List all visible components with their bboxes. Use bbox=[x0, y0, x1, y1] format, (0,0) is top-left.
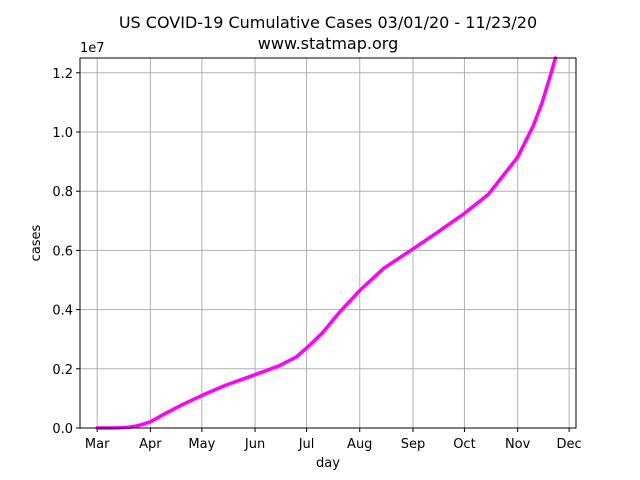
x-tick-label: Dec bbox=[557, 437, 582, 452]
axis-ticks: Mar Apr May Jun Jul Aug Sep Oct Nov Dec 0.0 0.2 0.4 0… bbox=[52, 67, 581, 452]
x-tick-label: Jun bbox=[244, 437, 265, 452]
y-tick-label: 0.6 bbox=[52, 244, 73, 259]
x-tick-label: Apr bbox=[139, 437, 162, 452]
series-group bbox=[95, 56, 558, 430]
x-tick-label: Sep bbox=[401, 437, 426, 452]
y-tick-label: 0.0 bbox=[52, 422, 73, 437]
x-axis-label: day bbox=[316, 456, 340, 471]
series-line bbox=[95, 56, 558, 430]
y-tick-label: 1.2 bbox=[52, 67, 73, 82]
chart-title: US COVID-19 Cumulative Cases 03/01/20 - … bbox=[119, 13, 537, 32]
x-tick-label: Oct bbox=[453, 437, 475, 452]
y-tick-label: 0.4 bbox=[52, 304, 73, 319]
y-offset-label: 1e7 bbox=[80, 41, 105, 56]
y-tick-label: 0.8 bbox=[52, 185, 73, 200]
x-tick-label: Mar bbox=[85, 437, 110, 452]
x-tick-label: Nov bbox=[505, 437, 531, 452]
y-tick-label: 0.2 bbox=[52, 363, 73, 378]
y-axis-label: cases bbox=[29, 224, 44, 261]
x-tick-label: Jul bbox=[298, 437, 315, 452]
plot-frame bbox=[79, 57, 577, 429]
chart-subtitle: www.statmap.org bbox=[258, 34, 398, 53]
x-tick-label: Aug bbox=[347, 437, 372, 452]
y-tick-label: 1.0 bbox=[52, 126, 73, 141]
grid bbox=[80, 58, 576, 429]
x-tick-label: May bbox=[188, 437, 215, 452]
